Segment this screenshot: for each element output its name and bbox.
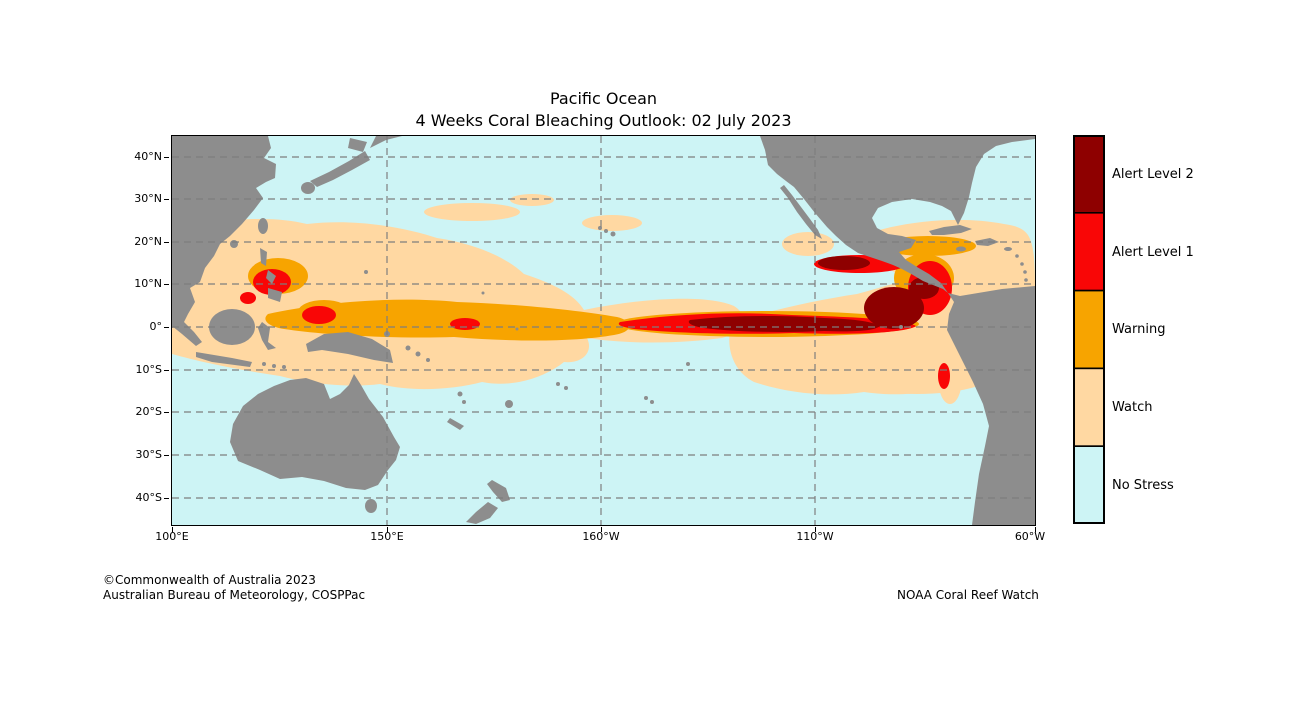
map-plot — [170, 134, 1036, 526]
legend-label-alert2: Alert Level 2 — [1112, 167, 1194, 182]
land-hispaniola — [974, 237, 999, 246]
land-australia — [229, 373, 400, 490]
y-tick-30n: 30°N — [134, 192, 162, 205]
land-sulawesi — [257, 321, 276, 350]
land-asia — [171, 135, 276, 328]
land-kyushu — [300, 181, 315, 194]
axis-tick — [164, 198, 169, 200]
axis-tick — [164, 326, 169, 328]
land-nz-north — [486, 479, 510, 502]
y-tick-10n: 10°N — [134, 277, 162, 290]
legend-swatch-nostress — [1072, 444, 1106, 525]
axis-tick — [164, 241, 169, 243]
land-south-america — [946, 285, 1035, 525]
pacific-map — [171, 135, 1035, 525]
land-fiji — [504, 399, 513, 408]
y-tick-20n: 20°N — [134, 235, 162, 248]
land-hainan — [229, 239, 238, 248]
land-sumatra — [171, 313, 202, 346]
legend-colorbar — [1072, 133, 1106, 525]
legend-swatch-watch — [1072, 367, 1106, 447]
chart-title-line1: Pacific Ocean — [549, 89, 658, 108]
x-tick-110w: 110°W — [796, 530, 834, 543]
y-tick-30s: 30°S — [135, 448, 162, 461]
land-cuba — [928, 224, 972, 235]
x-tick-60w: 60°W — [1014, 530, 1046, 543]
axis-tick — [164, 454, 169, 456]
footer-copyright-line2: Australian Bureau of Meteorology, COSPPa… — [103, 588, 366, 602]
axis-tick — [386, 527, 388, 532]
y-tick-10s: 10°S — [135, 363, 162, 376]
land-taiwan — [257, 217, 268, 234]
land-java — [195, 351, 252, 367]
land-japan-honshu — [309, 150, 370, 187]
legend-swatch-warning — [1072, 289, 1106, 369]
y-tick-0: 0° — [149, 320, 163, 333]
land-jamaica — [955, 246, 966, 251]
landmasses — [171, 135, 1035, 525]
axis-tick — [600, 527, 602, 532]
x-tick-100e: 100°E — [155, 530, 189, 543]
axis-tick — [171, 527, 173, 532]
legend-label-alert1: Alert Level 1 — [1112, 245, 1194, 260]
axis-tick — [814, 527, 816, 532]
footer-credit-noaa: NOAA Coral Reef Watch — [897, 588, 1039, 602]
land-philippines — [259, 247, 282, 302]
axis-tick — [164, 411, 169, 413]
land-new-caledonia — [446, 417, 464, 430]
land-puerto-rico — [1003, 246, 1012, 251]
legend-swatch-alert2 — [1072, 133, 1106, 214]
legend-colorbar-svg — [1072, 133, 1106, 525]
legend-outline — [1073, 134, 1105, 524]
land-tasmania — [364, 498, 377, 513]
y-tick-20s: 20°S — [135, 405, 162, 418]
gridlines — [171, 135, 1035, 525]
legend-swatch-alert1 — [1072, 211, 1106, 291]
axis-tick — [164, 497, 169, 499]
land-galapagos — [898, 324, 903, 329]
x-tick-150e: 150°E — [370, 530, 404, 543]
legend-label-watch: Watch — [1112, 400, 1153, 415]
land-japan-hokkaido — [347, 137, 367, 152]
y-tick-40s: 40°S — [135, 491, 162, 504]
axis-tick — [164, 156, 169, 158]
x-tick-160w: 160°W — [582, 530, 620, 543]
axis-tick — [1034, 527, 1036, 532]
axis-tick — [164, 369, 169, 371]
land-new-guinea — [305, 331, 393, 363]
alert2-regions — [688, 255, 939, 332]
legend-label-warning: Warning — [1112, 322, 1166, 337]
footer-copyright-line1: ©Commonwealth of Australia 2023 — [103, 573, 316, 587]
land-kuril — [369, 135, 402, 148]
axis-tick — [164, 283, 169, 285]
y-tick-40n: 40°N — [134, 150, 162, 163]
land-north-america — [759, 135, 1035, 293]
land-nz-south — [465, 501, 498, 524]
chart-title-line2: 4 Weeks Coral Bleaching Outlook: 02 July… — [415, 111, 792, 130]
legend-label-nostress: No Stress — [1112, 478, 1174, 493]
